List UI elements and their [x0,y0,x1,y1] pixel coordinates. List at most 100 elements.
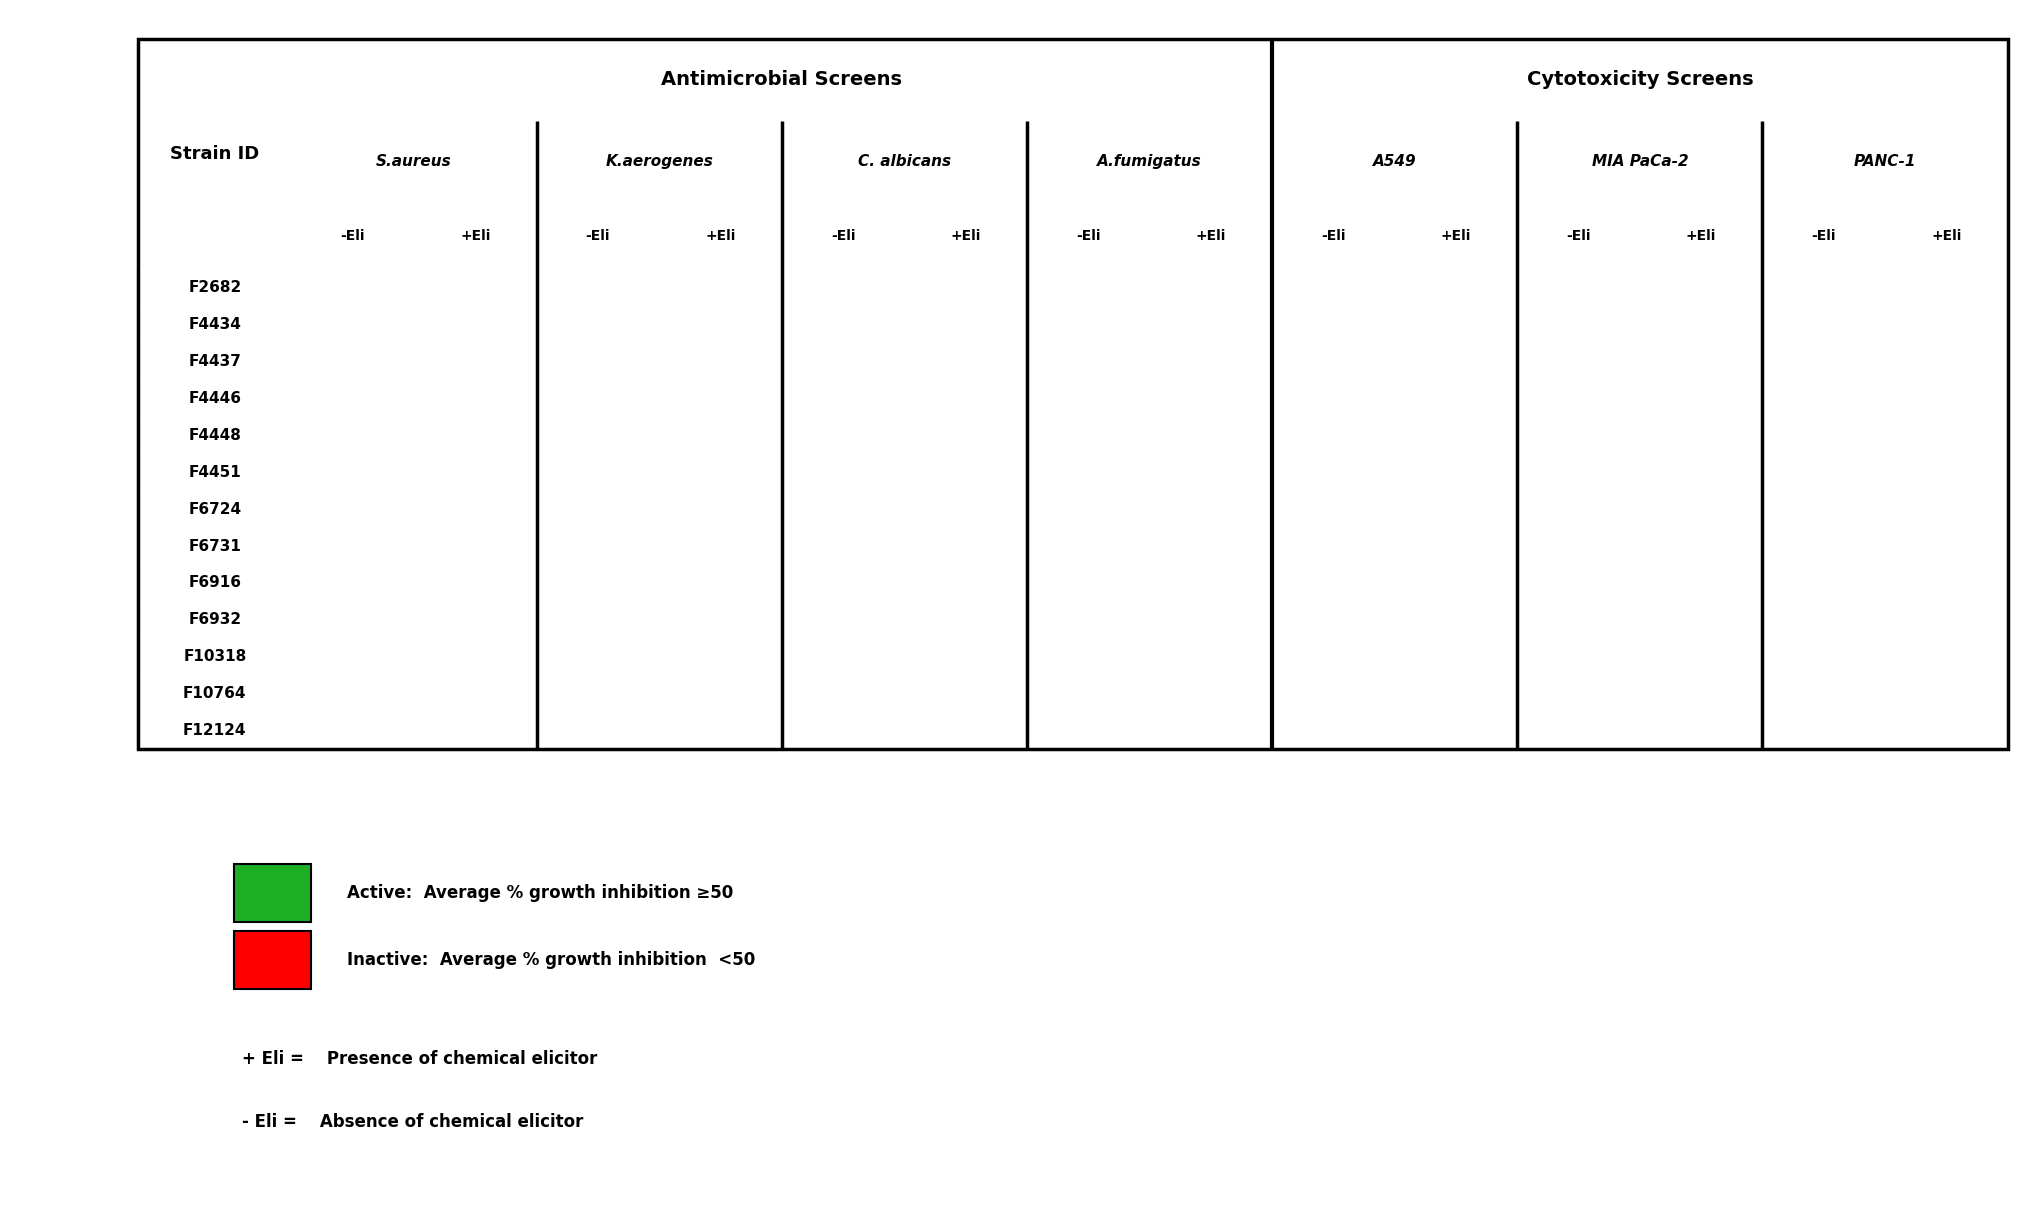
Bar [1394,675,1518,712]
Bar [415,675,536,712]
Bar [1272,39,2008,121]
Text: + Eli =    Presence of chemical elicitor: + Eli = Presence of chemical elicitor [242,1051,597,1068]
Bar [1518,417,1640,454]
Bar [782,602,904,638]
Text: F10318: F10318 [183,649,246,664]
Text: -Eli: -Eli [341,230,366,243]
Bar [1518,307,1640,343]
Bar [1026,638,1150,675]
Bar [782,417,904,454]
Bar [291,490,415,528]
Bar [1272,203,1394,269]
Text: Antimicrobial Screens: Antimicrobial Screens [660,70,902,89]
Bar [1394,602,1518,638]
Bar [904,343,1026,381]
Bar [1272,675,1394,712]
Bar [1762,528,1886,564]
Bar [1026,454,1150,490]
Bar [415,602,536,638]
Text: PANC-1: PANC-1 [1853,155,1916,169]
Bar [1394,417,1518,454]
Bar [291,121,536,203]
Bar [415,307,536,343]
Bar [536,417,658,454]
Bar [291,203,415,269]
Text: F2682: F2682 [189,280,242,295]
Bar [291,343,415,381]
Bar [1886,343,2008,381]
Bar [138,675,291,712]
Bar [1394,564,1518,602]
Text: F6932: F6932 [189,612,242,627]
Bar [782,675,904,712]
Bar [1394,712,1518,749]
Bar [234,931,311,989]
Bar [138,712,291,749]
Bar [904,307,1026,343]
Bar [291,638,415,675]
Bar [1150,675,1272,712]
Bar [904,638,1026,675]
Bar [658,454,782,490]
Bar [1272,417,1394,454]
Bar [1518,269,1640,307]
Bar [291,269,415,307]
Bar [415,638,536,675]
Bar [138,490,291,528]
Bar [1518,203,1640,269]
Bar [1518,454,1640,490]
Bar [1150,417,1272,454]
Text: -Eli: -Eli [1567,230,1591,243]
Bar [1640,638,1762,675]
Bar [415,343,536,381]
Bar [291,39,1272,121]
Bar [1150,203,1272,269]
Bar [1762,675,1886,712]
Bar [536,307,658,343]
Bar [1150,602,1272,638]
Bar [658,602,782,638]
Bar [1026,381,1150,417]
Text: F6916: F6916 [189,575,242,591]
Bar [658,528,782,564]
Bar [138,343,291,381]
Bar [658,381,782,417]
Bar [782,454,904,490]
Bar [658,269,782,307]
Bar [658,564,782,602]
Bar [1762,490,1886,528]
Text: - Eli =    Absence of chemical elicitor: - Eli = Absence of chemical elicitor [242,1114,583,1131]
Bar [1272,307,1394,343]
Text: F12124: F12124 [183,724,246,738]
Bar [1518,381,1640,417]
Bar [536,269,658,307]
Bar [1886,490,2008,528]
Bar [904,602,1026,638]
Bar [1640,203,1762,269]
Text: S.aureus: S.aureus [376,155,451,169]
Bar [138,381,291,417]
Bar [536,564,658,602]
Bar [658,490,782,528]
Bar [415,381,536,417]
Bar [782,203,904,269]
Bar [291,307,415,343]
Bar [1640,381,1762,417]
Bar [1150,454,1272,490]
Bar [904,712,1026,749]
Text: F6724: F6724 [189,501,242,517]
Text: K.aerogenes: K.aerogenes [606,155,713,169]
Bar [291,602,415,638]
Text: A.fumigatus: A.fumigatus [1097,155,1201,169]
Bar [1394,490,1518,528]
Bar [1640,712,1762,749]
Bar [904,381,1026,417]
Bar [782,638,904,675]
Bar [415,490,536,528]
Bar [1026,602,1150,638]
Bar [1026,121,1272,203]
Bar [1150,564,1272,602]
Text: +Eli: +Eli [951,230,981,243]
Bar [138,564,291,602]
Bar [904,203,1026,269]
